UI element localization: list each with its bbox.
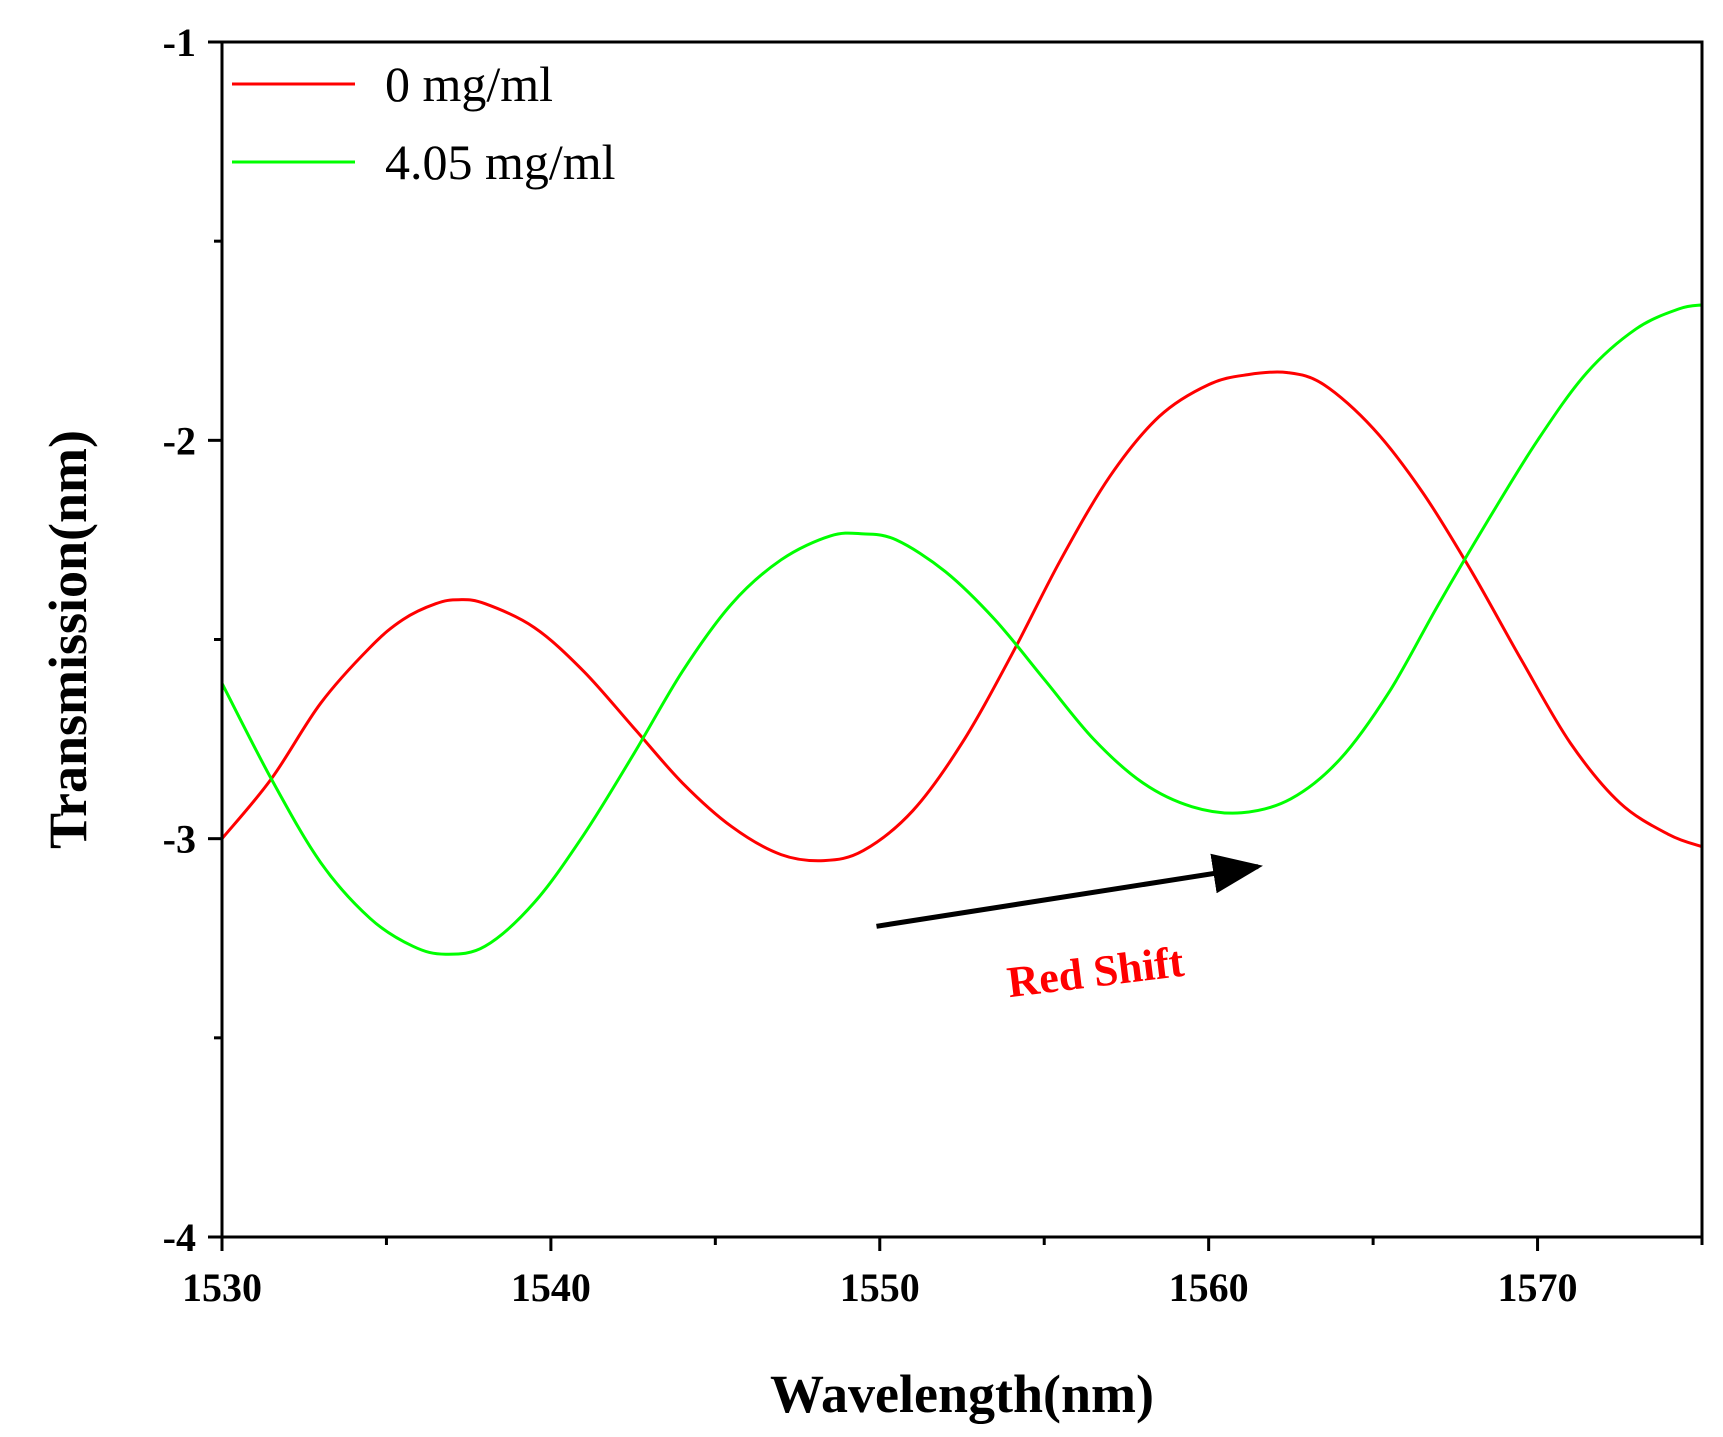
x-tick-label: 1530: [182, 1265, 262, 1310]
x-tick-label: 1550: [840, 1265, 920, 1310]
plot-area-frame: [220, 40, 1704, 1239]
y-axis-title: Transmission(nm): [38, 430, 98, 849]
x-axis-title: Wavelength(nm): [770, 1364, 1154, 1424]
red-shift-arrow: [876, 853, 1263, 929]
legend-label-4-05-mg-ml: 4.05 mg/ml: [385, 134, 616, 190]
x-tick-label: 1540: [511, 1265, 591, 1310]
legend-label-0-mg-ml: 0 mg/ml: [385, 56, 553, 112]
y-tick-label: -4: [163, 1215, 196, 1260]
series-line-4-05-mg-ml: [220, 303, 1703, 956]
x-tick-label: 1560: [1169, 1265, 1249, 1310]
axis-tick-labels: 1530 1540 1550 1560 1570 -4 -3 -2 -1: [163, 20, 1578, 1310]
y-tick-label: -3: [163, 817, 196, 862]
series-line-0-mg-ml: [220, 370, 1703, 863]
red-shift-label: Red Shift: [1005, 937, 1187, 1007]
legend: 0 mg/ml 4.05 mg/ml: [232, 56, 616, 190]
y-tick-label: -2: [163, 418, 196, 463]
x-tick-label: 1570: [1498, 1265, 1578, 1310]
y-tick-label: -1: [163, 20, 196, 65]
axis-ticks: [208, 40, 1704, 1251]
series-layer: [220, 303, 1703, 956]
